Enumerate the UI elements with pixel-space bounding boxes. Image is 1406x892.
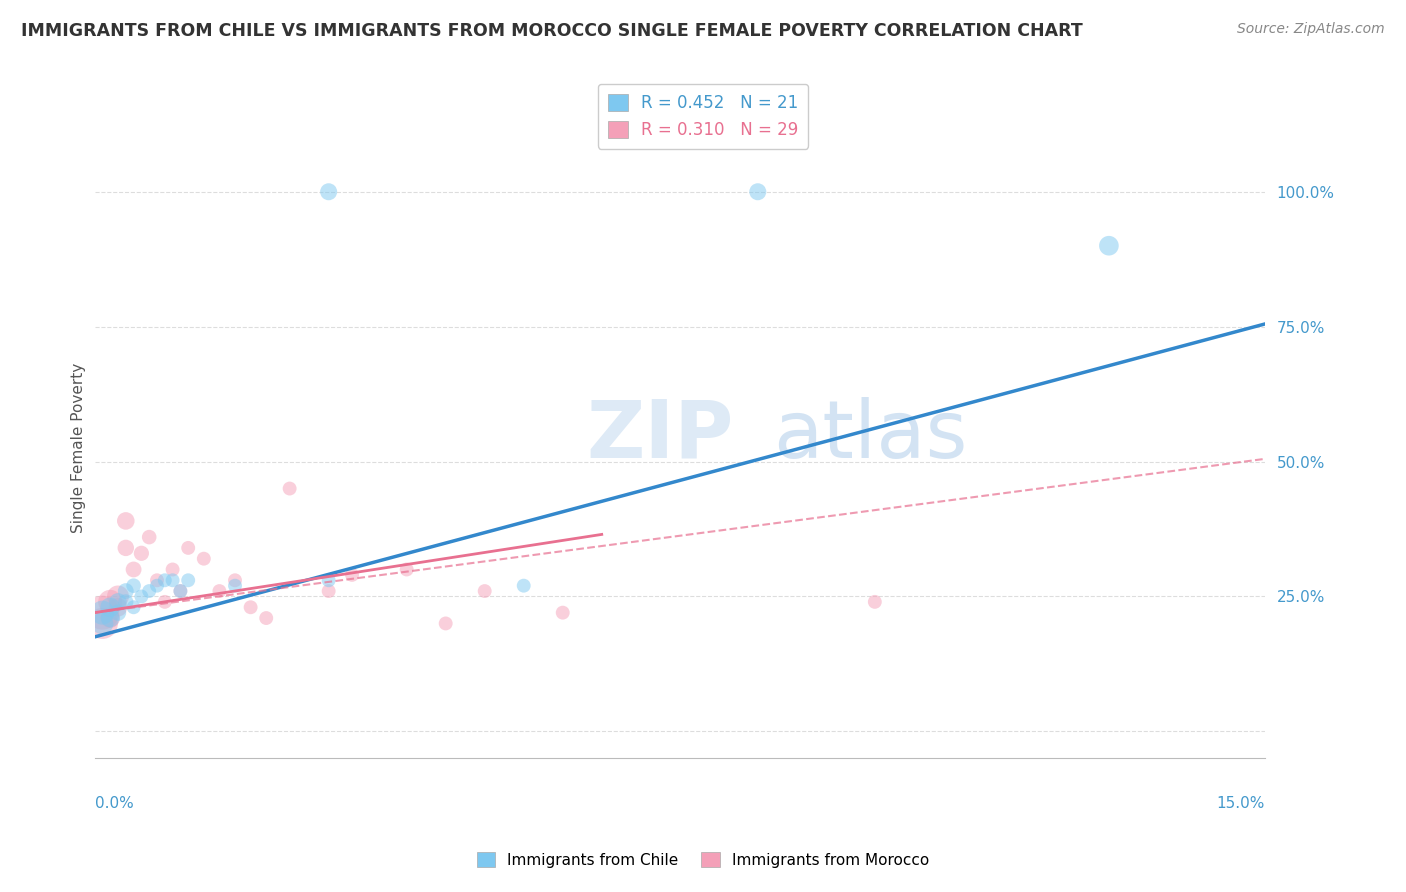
Point bbox=[153, 574, 176, 588]
Text: ZIP: ZIP bbox=[586, 397, 734, 475]
Point bbox=[224, 579, 246, 593]
Point bbox=[91, 616, 114, 631]
Point bbox=[1098, 238, 1121, 252]
Legend: R = 0.452   N = 21, R = 0.310   N = 29: R = 0.452 N = 21, R = 0.310 N = 29 bbox=[598, 84, 808, 149]
Text: IMMIGRANTS FROM CHILE VS IMMIGRANTS FROM MOROCCO SINGLE FEMALE POVERTY CORRELATI: IMMIGRANTS FROM CHILE VS IMMIGRANTS FROM… bbox=[21, 22, 1083, 40]
Point bbox=[146, 579, 169, 593]
Point bbox=[122, 579, 145, 593]
Point bbox=[162, 574, 184, 588]
Point bbox=[551, 606, 574, 620]
Point bbox=[98, 611, 121, 625]
Point bbox=[122, 600, 145, 615]
Point bbox=[193, 551, 215, 566]
Point bbox=[254, 611, 277, 625]
Point bbox=[91, 606, 114, 620]
Point bbox=[107, 595, 129, 609]
Point bbox=[239, 600, 262, 615]
Point bbox=[169, 584, 191, 599]
Point bbox=[512, 579, 534, 593]
Point bbox=[114, 514, 136, 528]
Point bbox=[91, 606, 114, 620]
Point bbox=[138, 584, 160, 599]
Point bbox=[91, 616, 114, 631]
Point bbox=[318, 574, 340, 588]
Point bbox=[208, 584, 231, 599]
Text: 15.0%: 15.0% bbox=[1216, 796, 1265, 811]
Point bbox=[153, 595, 176, 609]
Point bbox=[98, 595, 121, 609]
Point bbox=[340, 567, 363, 582]
Point bbox=[98, 600, 121, 615]
Text: Source: ZipAtlas.com: Source: ZipAtlas.com bbox=[1237, 22, 1385, 37]
Text: 0.0%: 0.0% bbox=[94, 796, 134, 811]
Point bbox=[162, 562, 184, 576]
Point bbox=[114, 595, 136, 609]
Point bbox=[474, 584, 496, 599]
Point bbox=[278, 482, 301, 496]
Point bbox=[122, 562, 145, 576]
Y-axis label: Single Female Poverty: Single Female Poverty bbox=[72, 363, 86, 533]
Point bbox=[114, 584, 136, 599]
Point bbox=[98, 611, 121, 625]
Point bbox=[318, 185, 340, 199]
Point bbox=[395, 562, 418, 576]
Legend: Immigrants from Chile, Immigrants from Morocco: Immigrants from Chile, Immigrants from M… bbox=[470, 844, 936, 875]
Point bbox=[434, 616, 457, 631]
Point bbox=[169, 584, 191, 599]
Point bbox=[107, 600, 129, 615]
Point bbox=[318, 584, 340, 599]
Point bbox=[863, 595, 886, 609]
Point bbox=[131, 590, 153, 604]
Point bbox=[747, 185, 769, 199]
Point bbox=[114, 541, 136, 555]
Point bbox=[146, 574, 169, 588]
Point bbox=[131, 546, 153, 560]
Point bbox=[224, 574, 246, 588]
Point bbox=[138, 530, 160, 544]
Point bbox=[107, 606, 129, 620]
Point bbox=[177, 541, 200, 555]
Point bbox=[107, 590, 129, 604]
Text: atlas: atlas bbox=[773, 397, 967, 475]
Point bbox=[177, 574, 200, 588]
